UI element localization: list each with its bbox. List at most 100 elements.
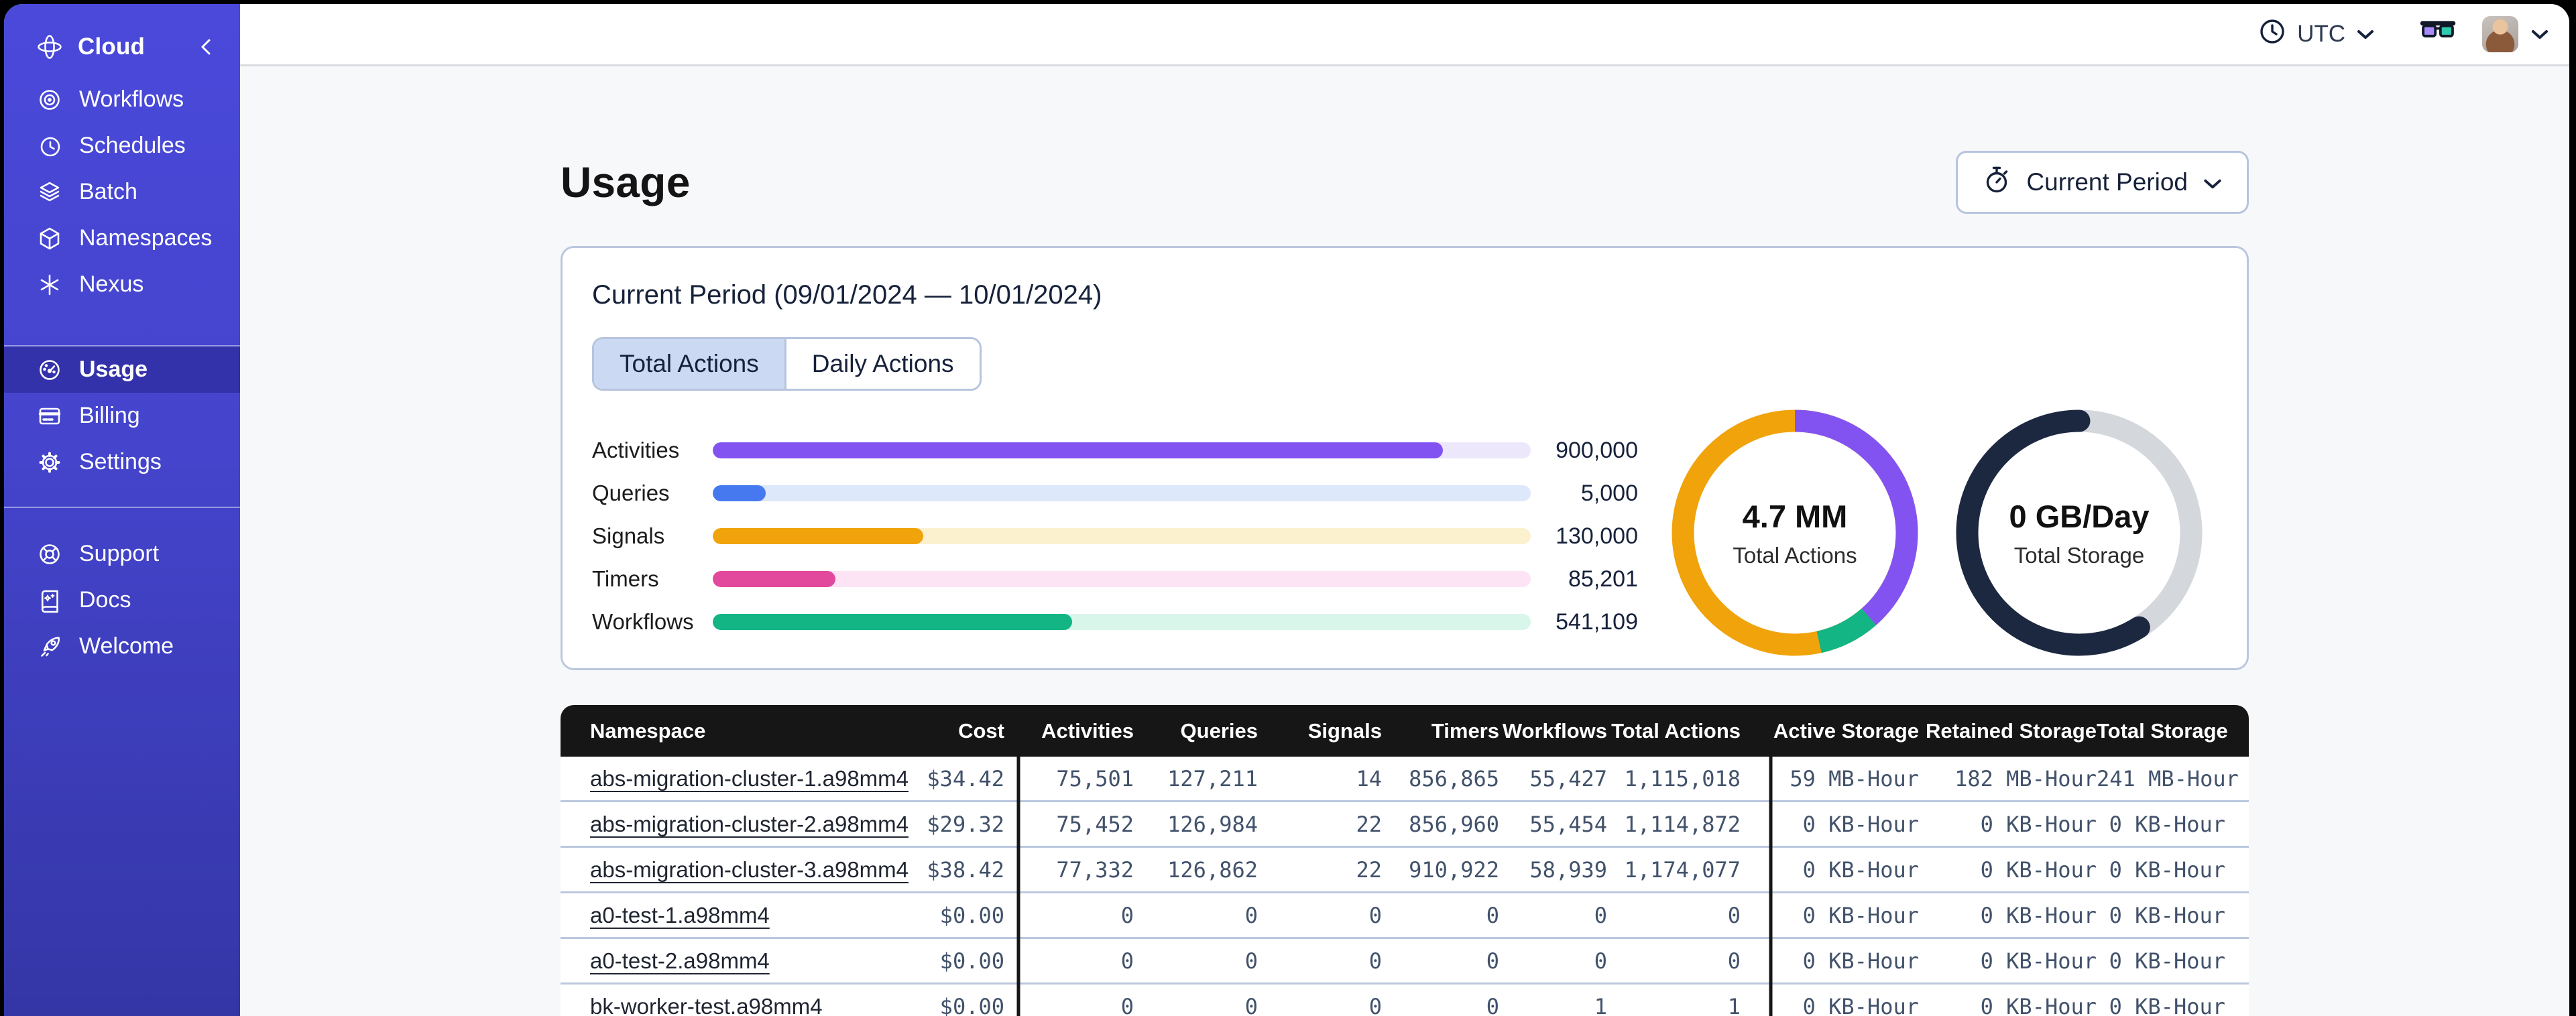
namespace-link[interactable]: a0-test-2.a98mm4 xyxy=(590,948,770,973)
sidebar-item-batch[interactable]: Batch xyxy=(4,169,240,215)
sidebar-item-billing[interactable]: Billing xyxy=(4,393,240,439)
docs-icon xyxy=(36,587,63,614)
total-actions-cell: 1,115,018 xyxy=(1624,765,1741,791)
sidebar-item-label: Support xyxy=(79,541,160,566)
total-storage-cell: 0 KB-Hour xyxy=(2109,902,2225,928)
namespace-link[interactable]: abs-migration-cluster-2.a98mm4 xyxy=(590,811,909,836)
feedback-glasses-button[interactable] xyxy=(2419,19,2457,50)
bar-value: 541,109 xyxy=(1556,609,1638,635)
cost-cell: $0.00 xyxy=(939,902,1004,928)
namespace-link[interactable]: bk-worker-test.a98mm4 xyxy=(590,993,823,1016)
sidebar-item-nexus[interactable]: Nexus xyxy=(4,261,240,308)
sidebar-item-docs[interactable]: Docs xyxy=(4,577,240,623)
column-header: Cost xyxy=(958,718,1004,743)
workflows-cell: 55,454 xyxy=(1529,811,1607,837)
timers-cell: 856,865 xyxy=(1409,765,1499,791)
active-storage-cell: 0 KB-Hour xyxy=(1802,902,1919,928)
actions-tab-group: Total Actions Daily Actions xyxy=(592,337,982,391)
signals-cell: 22 xyxy=(1356,856,1382,883)
bar-row-activities: Activities 900,000 xyxy=(592,429,1638,472)
total-actions-cell: 1,174,077 xyxy=(1624,856,1741,883)
retained-storage-cell: 0 KB-Hour xyxy=(1980,811,2097,837)
schedules-icon xyxy=(36,133,63,160)
total-storage-cell: 0 KB-Hour xyxy=(2109,811,2225,837)
sidebar-item-support[interactable]: Support xyxy=(4,531,240,577)
bar-fill xyxy=(713,614,1072,630)
namespaces-icon xyxy=(36,225,63,252)
table-row: abs-migration-cluster-2.a98mm4 $29.32 75… xyxy=(561,802,2249,848)
bar-row-queries: Queries 5,000 xyxy=(592,472,1638,515)
usage-icon xyxy=(36,357,63,383)
cost-cell: $0.00 xyxy=(939,993,1004,1016)
sidebar-item-label: Nexus xyxy=(79,271,144,297)
avatar[interactable] xyxy=(2482,16,2518,52)
bar-track xyxy=(713,571,1531,587)
sidebar-item-namespaces[interactable]: Namespaces xyxy=(4,215,240,261)
timezone-selector[interactable]: UTC xyxy=(2258,17,2375,52)
queries-cell: 126,862 xyxy=(1167,856,1258,883)
sidebar-item-label: Docs xyxy=(79,587,131,613)
table-header-row: Namespace Cost Activities Queries Signal… xyxy=(561,705,2249,757)
bar-row-signals: Signals 130,000 xyxy=(592,515,1638,558)
queries-cell: 0 xyxy=(1244,902,1258,928)
sidebar-item-usage[interactable]: Usage xyxy=(4,346,240,393)
column-header: Queries xyxy=(1180,718,1258,743)
donut-total-storage: 0 GB/Day Total Storage xyxy=(1945,399,2213,667)
tab-daily-actions[interactable]: Daily Actions xyxy=(784,339,980,389)
namespace-link[interactable]: abs-migration-cluster-3.a98mm4 xyxy=(590,856,909,882)
bar-track xyxy=(713,442,1531,458)
bar-fill xyxy=(713,571,835,587)
cost-cell: $34.42 xyxy=(927,765,1004,791)
clock-icon xyxy=(2258,17,2286,52)
sidebar-group-account: Usage Billing Settings xyxy=(4,346,240,485)
total-actions-cell: 0 xyxy=(1727,902,1741,928)
total-storage-cell: 0 KB-Hour xyxy=(2109,856,2225,883)
sidebar-header: Cloud xyxy=(4,23,240,71)
timers-cell: 910,922 xyxy=(1409,856,1499,883)
bar-value: 130,000 xyxy=(1556,523,1638,549)
workflows-cell: 1 xyxy=(1594,993,1607,1016)
namespace-cell: abs-migration-cluster-2.a98mm4 xyxy=(590,812,909,837)
sidebar-item-workflows[interactable]: Workflows xyxy=(4,76,240,123)
cost-cell: $38.42 xyxy=(927,856,1004,883)
active-storage-cell: 0 KB-Hour xyxy=(1802,856,1919,883)
total-actions-cell: 1,114,872 xyxy=(1624,811,1741,837)
namespace-cell: a0-test-2.a98mm4 xyxy=(590,948,898,974)
page-title: Usage xyxy=(561,158,691,206)
sidebar-collapse-button[interactable] xyxy=(193,34,220,60)
bar-fill xyxy=(713,485,766,501)
table-group-divider xyxy=(1769,757,1773,1016)
donut-center: 0 GB/Day Total Storage xyxy=(1945,399,2213,667)
namespace-cell: bk-worker-test.a98mm4 xyxy=(590,994,898,1016)
tab-total-actions[interactable]: Total Actions xyxy=(594,339,784,389)
column-header: Retained Storage xyxy=(1926,718,2097,743)
sidebar-item-welcome[interactable]: Welcome xyxy=(4,623,240,670)
total-storage-cell: 0 KB-Hour xyxy=(2109,948,2225,974)
table-row: a0-test-1.a98mm4 $0.00 0 0 0 0 0 0 0 KB-… xyxy=(561,893,2249,939)
table-row: bk-worker-test.a98mm4 $0.00 0 0 0 0 1 1 … xyxy=(561,985,2249,1016)
namespace-cell: abs-migration-cluster-3.a98mm4 xyxy=(590,857,909,883)
page-head: Usage Current Period xyxy=(561,151,2249,214)
chevron-down-icon xyxy=(2530,28,2549,40)
table-row: abs-migration-cluster-3.a98mm4 $38.42 77… xyxy=(561,848,2249,893)
bar-track xyxy=(713,485,1531,501)
column-header: Timers xyxy=(1431,718,1499,743)
settings-icon xyxy=(36,449,63,476)
account-menu-button[interactable] xyxy=(2530,28,2549,40)
retained-storage-cell: 0 KB-Hour xyxy=(1980,902,2097,928)
activities-cell: 75,452 xyxy=(1056,811,1134,837)
workflows-cell: 0 xyxy=(1594,948,1607,974)
card-title: Current Period (09/01/2024 — 10/01/2024) xyxy=(592,280,1102,310)
active-storage-cell: 0 KB-Hour xyxy=(1802,811,1919,837)
namespace-link[interactable]: a0-test-1.a98mm4 xyxy=(590,902,770,928)
timers-cell: 0 xyxy=(1486,902,1499,928)
sidebar-item-settings[interactable]: Settings xyxy=(4,439,240,485)
donut-total-actions: 4.7 MM Total Actions xyxy=(1661,399,1929,667)
namespace-link[interactable]: abs-migration-cluster-1.a98mm4 xyxy=(590,765,909,791)
period-selector-button[interactable]: Current Period xyxy=(1956,151,2249,214)
sidebar-group-workflows: Workflows Schedules Batch Namespaces xyxy=(4,76,240,308)
column-header: Total Actions xyxy=(1611,718,1741,743)
total-actions-cell: 1 xyxy=(1727,993,1741,1016)
topbar: UTC xyxy=(240,4,2569,66)
sidebar-item-schedules[interactable]: Schedules xyxy=(4,123,240,169)
